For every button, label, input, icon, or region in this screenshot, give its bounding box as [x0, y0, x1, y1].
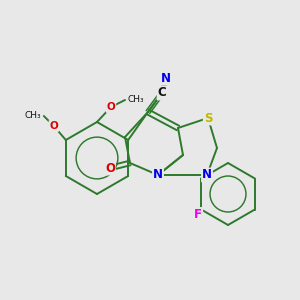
Text: N: N — [161, 71, 171, 85]
Text: F: F — [194, 208, 202, 221]
Text: O: O — [50, 121, 58, 131]
Text: CH₃: CH₃ — [128, 95, 145, 104]
Text: S: S — [204, 112, 212, 124]
Text: CH₃: CH₃ — [24, 112, 41, 121]
Text: C: C — [158, 86, 166, 100]
Text: N: N — [153, 169, 163, 182]
Text: O: O — [106, 102, 116, 112]
Text: N: N — [202, 169, 212, 182]
Text: O: O — [105, 161, 115, 175]
